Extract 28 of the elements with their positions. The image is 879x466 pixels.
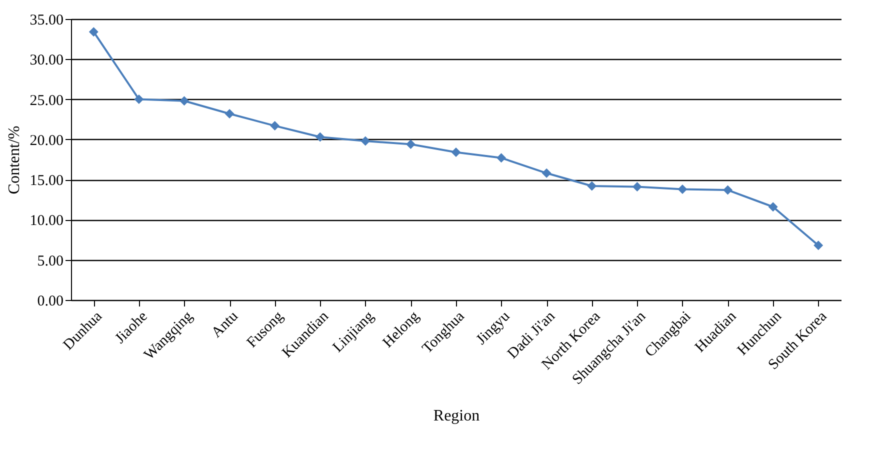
point — [406, 140, 416, 149]
point — [179, 96, 189, 106]
point — [451, 148, 461, 158]
point — [315, 132, 325, 142]
point — [723, 185, 733, 195]
y-axis-title: Content/% — [6, 126, 23, 194]
point — [134, 94, 144, 104]
y-tick-label: 5.00 — [37, 253, 64, 270]
point — [632, 182, 642, 192]
point — [768, 202, 778, 212]
y-tick-label: 15.00 — [30, 173, 64, 190]
point — [678, 184, 688, 194]
x-axis-title: Region — [433, 407, 480, 424]
x-tick-label: Antu — [208, 308, 242, 342]
point — [270, 121, 280, 131]
y-tick-label: 30.00 — [30, 52, 64, 69]
y-tick-label: 20.00 — [30, 132, 64, 149]
point — [542, 168, 552, 178]
point — [360, 136, 370, 146]
point — [88, 27, 98, 37]
point — [224, 108, 234, 118]
y-tick-label: 35.00 — [30, 12, 64, 28]
y-tick-label: 25.00 — [30, 92, 64, 109]
point — [814, 240, 824, 250]
y-tick-label: 10.00 — [30, 213, 64, 230]
y-tick-label: 0.00 — [37, 294, 64, 310]
point — [496, 153, 506, 163]
point — [587, 181, 597, 191]
